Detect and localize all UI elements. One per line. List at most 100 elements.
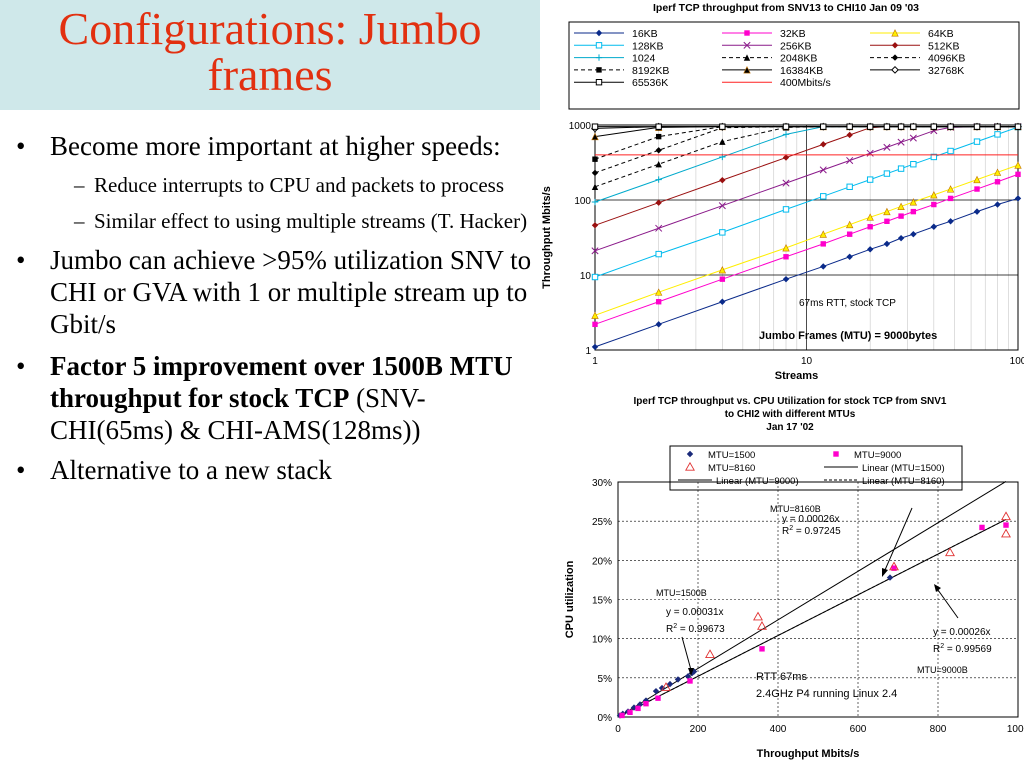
data-point <box>897 202 905 210</box>
data-point <box>846 231 853 237</box>
cpu-vs-throughput-chart: Iperf TCP throughput vs. CPU Utilization… <box>564 396 1024 760</box>
legend-marker <box>833 451 839 457</box>
legend-label: 64KB <box>928 28 954 40</box>
legend-label: 2048KB <box>780 53 817 65</box>
chart-annotation: y = 0.00031x <box>666 607 724 618</box>
x-tick-label: 600 <box>850 724 867 735</box>
data-point <box>994 179 1001 185</box>
legend-label: 32768K <box>928 65 964 77</box>
data-point <box>655 161 662 168</box>
data-point <box>782 131 790 138</box>
data-point <box>819 166 827 174</box>
data-point <box>974 186 980 192</box>
data-point <box>591 132 599 141</box>
data-point <box>591 343 599 351</box>
data-point <box>591 198 599 206</box>
data-point <box>820 263 827 270</box>
y-tick-label: 1 <box>585 346 591 357</box>
data-point <box>655 133 662 140</box>
data-point <box>891 565 897 571</box>
data-point <box>719 276 726 282</box>
arrowhead-icon <box>882 568 888 577</box>
y-tick-label: 25% <box>592 517 612 528</box>
y-tick-label: 0% <box>598 713 613 724</box>
plot-frame <box>617 481 1019 718</box>
data-point <box>897 138 905 146</box>
bullet-dot: • <box>16 131 26 161</box>
legend-label: MTU=9000 <box>854 450 901 461</box>
bullet-text: Alternative to a new stack <box>50 455 332 485</box>
data-point <box>655 299 662 305</box>
data-point <box>655 199 662 206</box>
data-point <box>684 673 692 680</box>
data-point <box>947 123 954 130</box>
data-point <box>867 224 873 230</box>
data-point <box>910 208 917 215</box>
data-point <box>643 700 649 707</box>
legend-label: MTU=8160 <box>708 463 755 474</box>
slide-title-line-2: frames <box>207 49 333 100</box>
data-point <box>719 298 726 305</box>
data-point <box>718 266 727 274</box>
fit-line <box>617 481 1007 718</box>
data-point <box>719 138 726 145</box>
data-point <box>883 207 891 216</box>
data-point <box>654 288 663 296</box>
chart-annotation: y = 0.00026x <box>782 514 840 525</box>
legend-label: 4096KB <box>928 53 965 65</box>
y-tick-label: 10 <box>580 271 592 282</box>
data-point <box>591 311 599 319</box>
arrowhead-icon <box>934 584 941 592</box>
data-point <box>931 201 937 208</box>
data-point <box>655 321 662 328</box>
legend-marker <box>685 461 695 471</box>
data-point <box>897 234 905 242</box>
chart-annotation: 2.4GHz P4 running Linux 2.4 <box>756 688 897 700</box>
data-point <box>945 547 955 557</box>
data-point <box>883 143 891 151</box>
bullet-dot: • <box>16 351 26 381</box>
bullet-dot: • <box>16 455 26 485</box>
legend-label: 16384KB <box>780 65 823 77</box>
data-point <box>910 161 917 168</box>
y-tick-label: 10% <box>592 635 612 646</box>
data-point <box>979 524 985 531</box>
data-point <box>910 123 917 130</box>
data-point <box>973 138 981 145</box>
legend-label: 512KB <box>928 40 960 52</box>
data-point <box>973 208 981 215</box>
data-point <box>591 247 599 255</box>
data-point <box>782 243 790 252</box>
fit-line <box>617 518 1007 718</box>
data-point <box>627 709 633 715</box>
y-axis-label: CPU utilization <box>564 560 576 638</box>
chart-annotation: MTU=9000B <box>917 665 968 675</box>
legend-marker <box>686 450 694 458</box>
plot-frame <box>594 124 1019 351</box>
r-squared-annotation: R2 = 0.97245 <box>782 525 841 537</box>
data-point <box>591 273 599 281</box>
data-point <box>652 687 660 695</box>
chart-legend <box>568 21 1020 110</box>
data-point <box>947 147 954 155</box>
bullet-text: (SNV-CHI(65ms) & CHI-AMS(128ms)) <box>50 383 426 445</box>
data-point <box>820 141 827 148</box>
y-tick-label: 15% <box>592 596 612 607</box>
data-point <box>973 123 981 130</box>
data-point <box>897 123 905 130</box>
data-point <box>619 712 625 719</box>
x-tick-label: 0 <box>615 724 621 735</box>
data-point <box>820 123 827 130</box>
plot-area: 0% 5% 10% 15% 20% 25% 30% 0 200 400 600 800 1000 Thro… <box>564 478 1024 760</box>
data-point <box>930 123 938 130</box>
sub-bullet-text: Similar effect to using multiple streams… <box>94 209 528 233</box>
data-point <box>1003 522 1009 528</box>
annotation-arrow <box>681 636 692 671</box>
legend-marker <box>743 66 751 74</box>
chart-annotation: MTU=1500B <box>656 588 707 598</box>
data-point <box>1015 171 1021 178</box>
bullet-item: • Factor 5 improvement over 1500B MTU thr… <box>16 350 536 446</box>
bullet-list: • Become more important at higher speeds:… <box>16 130 536 496</box>
bullet-text: Become more important at higher speeds: <box>50 131 501 161</box>
annotation-arrow <box>884 507 913 571</box>
